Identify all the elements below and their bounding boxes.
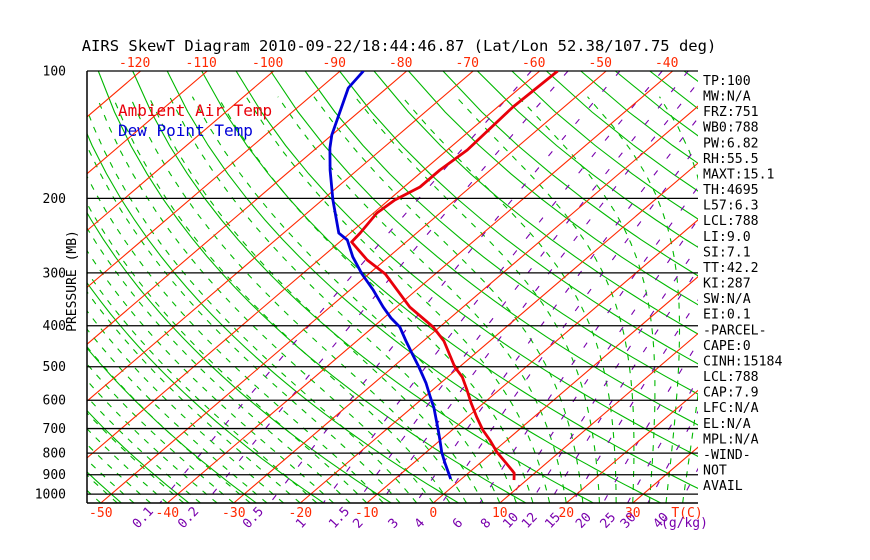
stats-item: CAPE:0 <box>703 339 751 354</box>
mixing-ratio-tick-label: 0.2 <box>175 504 202 531</box>
bottom-axis-tick-label: -20 <box>289 506 312 521</box>
chart-title: AIRS SkewT Diagram 2010-09-22/18:44:46.8… <box>82 37 717 55</box>
mixing-ratio-lines-layer <box>159 71 698 503</box>
bottom-axis-tick-label: -40 <box>156 506 179 521</box>
legend-dew-point-temp: Dew Point Temp <box>118 121 253 140</box>
pressure-axis-labels: 100 200 300 400 500 600 700 800 900 1000 <box>35 65 66 503</box>
stats-item: TP:100 <box>703 74 751 89</box>
bottom-axis-tick-label: 20 <box>558 506 574 521</box>
stats-item: WB0:788 <box>703 121 759 136</box>
temp-unit-label: T(C) <box>671 506 702 521</box>
stats-item: MW:N/A <box>703 90 751 105</box>
stats-item: LCL:788 <box>703 370 759 385</box>
top-temp-axis-labels: -120 -110 -100 -90 -80 -70 -60 -50 -40 <box>119 56 678 71</box>
bottom-axis-tick-label: -50 <box>89 506 112 521</box>
pressure-tick-label: 1000 <box>35 488 66 503</box>
top-axis-tick-label: -40 <box>655 56 678 71</box>
stats-item: -PARCEL- <box>703 323 767 338</box>
mixing-ratio-tick-label: 20 <box>573 510 595 532</box>
stats-item: LI:9.0 <box>703 230 751 245</box>
mixing-ratio-tick-label: 12 <box>519 510 541 532</box>
pressure-axis-title: PRESSURE (MB) <box>65 230 80 332</box>
pressure-tick-label: 600 <box>43 394 66 409</box>
mixing-ratio-tick-label: 0.1 <box>130 504 157 531</box>
stats-item: RH:55.5 <box>703 152 759 167</box>
top-axis-tick-label: -110 <box>186 56 217 71</box>
pressure-tick-label: 900 <box>43 468 66 483</box>
top-axis-tick-label: -50 <box>588 56 611 71</box>
top-axis-tick-label: -70 <box>455 56 478 71</box>
pressure-tick-label: 700 <box>43 422 66 437</box>
stats-item: KI:287 <box>703 277 751 292</box>
stats-item: L57:6.3 <box>703 199 759 214</box>
mixing-ratio-tick-label: 6 <box>450 516 466 532</box>
top-axis-tick-label: -80 <box>389 56 412 71</box>
mixing-ratio-tick-label: 1.5 <box>326 504 353 531</box>
pressure-tick-label: 200 <box>43 192 66 207</box>
bottom-axis-tick-label: 10 <box>492 506 508 521</box>
pressure-tick-label: 100 <box>43 65 66 80</box>
top-axis-tick-label: -60 <box>522 56 545 71</box>
stats-item: LFC:N/A <box>703 401 759 416</box>
pressure-tick-label: 400 <box>43 319 66 334</box>
top-axis-tick-label: -90 <box>322 56 345 71</box>
mixing-ratio-tick-label: 25 <box>598 510 620 532</box>
bottom-axis-tick-label: 0 <box>429 506 437 521</box>
stats-item: EL:N/A <box>703 417 751 432</box>
bottom-axis-tick-label: -30 <box>222 506 245 521</box>
pressure-tick-label: 300 <box>43 266 66 281</box>
stats-item: MPL:N/A <box>703 432 759 447</box>
mixing-ratio-tick-label: 4 <box>412 516 428 532</box>
stats-item: PW:6.82 <box>703 136 759 151</box>
bottom-temp-axis-labels: -50 -40 -30 -20 -10 0 10 20 30 <box>89 506 641 521</box>
dry-adiabats-layer <box>87 71 698 503</box>
stats-item: CAP:7.9 <box>703 386 759 401</box>
pressure-tick-label: 500 <box>43 360 66 375</box>
stats-panel: TP:100MW:N/AFRZ:751WB0:788PW:6.82RH:55.5… <box>703 74 782 494</box>
dewpoint-profile-line <box>328 71 453 480</box>
stats-item: MAXT:15.1 <box>703 168 775 183</box>
top-axis-tick-label: -100 <box>252 56 283 71</box>
pressure-lines-layer <box>86 70 698 504</box>
mixing-ratio-unit-label: (g/kg) <box>661 516 708 531</box>
pressure-tick-label: 800 <box>43 447 66 462</box>
stats-item: FRZ:751 <box>703 105 759 120</box>
stats-item: -WIND- <box>703 448 751 463</box>
temperature-profile-line <box>350 71 559 481</box>
stats-item: SW:N/A <box>703 292 751 307</box>
top-axis-tick-label: -120 <box>119 56 150 71</box>
stats-item: EI:0.1 <box>703 308 751 323</box>
stats-item: TT:42.2 <box>703 261 759 276</box>
stats-item: LCL:788 <box>703 214 759 229</box>
stats-item: TH:4695 <box>703 183 759 198</box>
stats-item: SI:7.1 <box>703 245 751 260</box>
stats-item: CINH:15184 <box>703 354 782 369</box>
stats-item: NOT <box>703 464 727 479</box>
mixing-ratio-tick-label: 3 <box>386 516 402 532</box>
stats-item: AVAIL <box>703 479 743 494</box>
bottom-axis-tick-label: 30 <box>625 506 641 521</box>
legend-ambient-air-temp: Ambient Air Temp <box>118 101 272 120</box>
bottom-axis-tick-label: -10 <box>355 506 378 521</box>
